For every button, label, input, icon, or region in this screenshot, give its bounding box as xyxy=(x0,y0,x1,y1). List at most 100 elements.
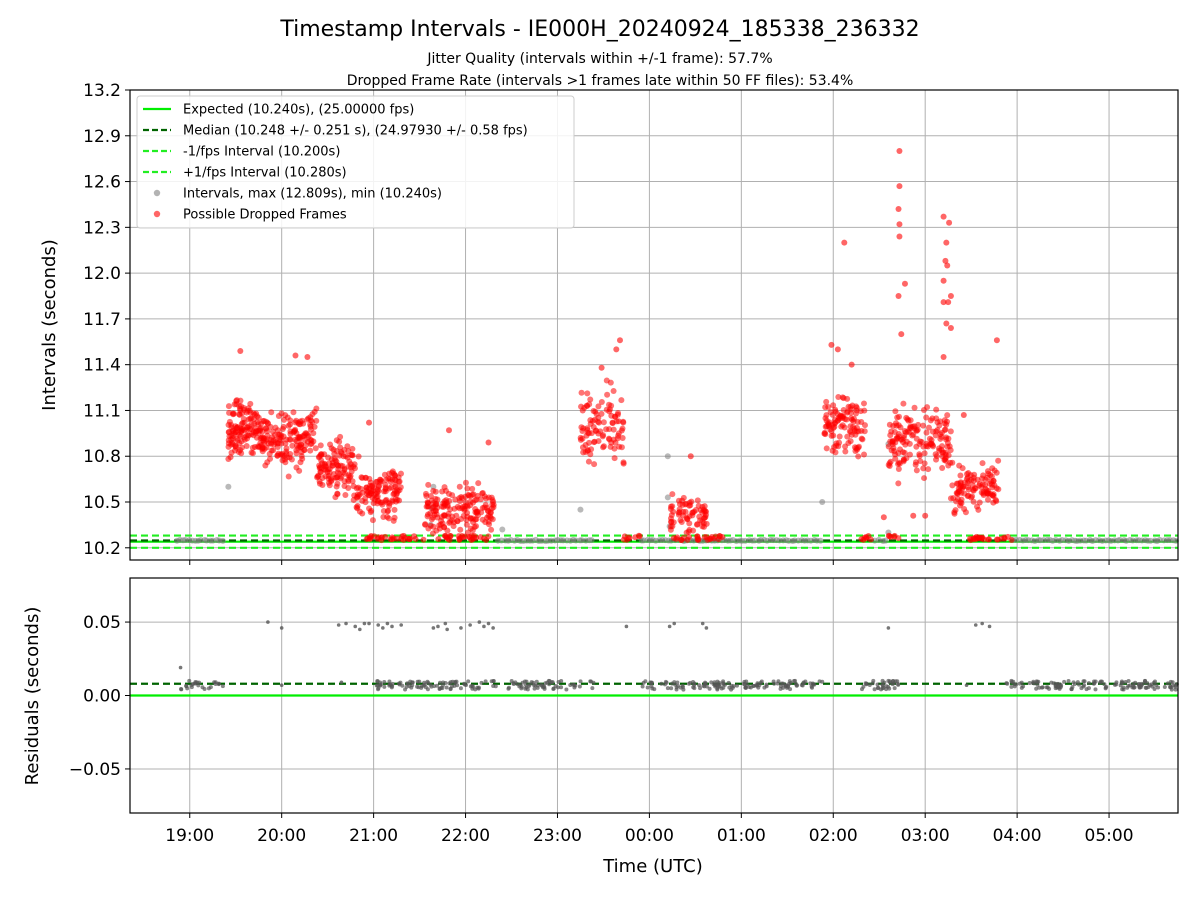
dropped-frame-point xyxy=(298,449,305,456)
dropped-frame-point xyxy=(376,482,383,489)
residual-point xyxy=(783,682,788,687)
dropped-frame-point xyxy=(702,508,709,515)
dropped-frame-point xyxy=(858,536,865,543)
residual-point xyxy=(880,682,885,687)
dropped-frame-point xyxy=(904,416,911,423)
dropped-frame-point xyxy=(618,427,625,434)
dropped-frame-point xyxy=(592,408,599,415)
dropped-frame-point xyxy=(450,523,457,530)
dropped-frame-point xyxy=(920,422,927,429)
residual-point xyxy=(555,685,560,690)
residual-point xyxy=(867,683,872,688)
dropped-frame-point xyxy=(249,450,256,457)
residual-point xyxy=(663,679,668,684)
dropped-frame-point xyxy=(909,432,916,439)
dropped-frame-point xyxy=(947,293,954,300)
dropped-frame-point xyxy=(467,493,474,500)
dropped-frame-point xyxy=(933,456,940,463)
dropped-frame-point xyxy=(338,473,345,480)
dropped-frame-point xyxy=(600,432,607,439)
dropped-frame-point xyxy=(319,481,326,488)
dropped-frame-point xyxy=(292,352,299,359)
dropped-frame-point xyxy=(615,409,622,416)
dropped-frame-point xyxy=(243,426,250,433)
dropped-frame-point xyxy=(349,452,356,459)
residual-point xyxy=(185,686,190,691)
residual-point xyxy=(435,683,440,688)
residual-point xyxy=(1009,678,1014,683)
residual-point xyxy=(788,687,793,692)
y-tick-label: 11.4 xyxy=(83,356,121,376)
residual-point xyxy=(720,681,725,686)
dropped-frame-point xyxy=(952,507,959,514)
dropped-frame-point xyxy=(359,510,366,517)
residual-point xyxy=(220,684,225,689)
residual-point xyxy=(1173,687,1178,692)
dropped-frame-point xyxy=(423,492,430,499)
residual-point xyxy=(964,683,969,688)
dropped-frame-point xyxy=(620,460,627,467)
dropped-frame-point xyxy=(855,453,862,460)
residual-point xyxy=(890,679,895,684)
residual-point xyxy=(196,683,201,688)
dropped-frame-point xyxy=(967,537,974,544)
residual-point xyxy=(772,681,777,686)
x-tick-label: 23:00 xyxy=(533,826,582,846)
dropped-frame-point xyxy=(272,424,279,431)
dropped-frame-point xyxy=(618,444,625,451)
dropped-frame-point xyxy=(338,450,345,457)
residual-point xyxy=(1137,684,1142,689)
dropped-frame-point xyxy=(939,464,946,471)
dropped-frame-point xyxy=(887,438,894,445)
dropped-frame-point xyxy=(249,444,256,451)
dropped-frame-point xyxy=(941,420,948,427)
dropped-frame-point xyxy=(841,239,848,246)
residual-point xyxy=(546,678,551,683)
dropped-frame-point xyxy=(336,438,343,445)
residual-point xyxy=(358,627,362,632)
dropped-frame-point xyxy=(462,479,469,486)
dropped-frame-point xyxy=(886,421,893,428)
dropped-frame-point xyxy=(474,512,481,519)
dropped-frame-point xyxy=(319,474,326,481)
dropped-frame-point xyxy=(388,484,395,491)
dropped-frame-point xyxy=(228,424,235,431)
dropped-frame-point xyxy=(983,487,990,494)
dropped-frame-point xyxy=(272,439,279,446)
dropped-frame-point xyxy=(915,421,922,428)
dropped-frame-point xyxy=(943,320,950,327)
dropped-frame-point xyxy=(995,486,1002,493)
residual-point xyxy=(704,626,709,630)
dropped-frame-point xyxy=(901,427,908,434)
dropped-frame-point xyxy=(694,521,701,528)
dropped-frame-point xyxy=(616,337,623,344)
residual-point xyxy=(1084,687,1089,692)
dropped-frame-point xyxy=(949,459,956,466)
residual-point xyxy=(559,679,564,684)
dropped-frame-point xyxy=(261,417,268,424)
residual-point xyxy=(279,683,284,688)
dropped-frame-point xyxy=(895,206,902,213)
residual-point xyxy=(864,681,869,686)
residual-point xyxy=(876,686,881,691)
residual-point xyxy=(483,679,488,684)
dropped-frame-point xyxy=(719,533,726,540)
dropped-frame-point xyxy=(442,487,449,494)
dropped-frame-point xyxy=(822,415,829,422)
residual-point xyxy=(450,679,455,684)
dropped-frame-point xyxy=(420,536,427,543)
dropped-frame-point xyxy=(957,499,964,506)
dropped-frame-point xyxy=(366,475,373,482)
dropped-frame-point xyxy=(923,429,930,436)
x-tick-label: 20:00 xyxy=(257,826,306,846)
residual-point xyxy=(445,627,449,632)
residual-point xyxy=(385,621,390,626)
dropped-frame-point xyxy=(444,503,451,510)
bottom-y-axis-label: Residuals (seconds) xyxy=(22,607,43,786)
dropped-frame-point xyxy=(354,494,361,501)
interval-point xyxy=(664,494,671,501)
dropped-frame-point xyxy=(696,513,703,520)
residual-point xyxy=(659,681,664,686)
residual-point xyxy=(415,684,420,689)
dropped-frame-point xyxy=(311,423,318,430)
